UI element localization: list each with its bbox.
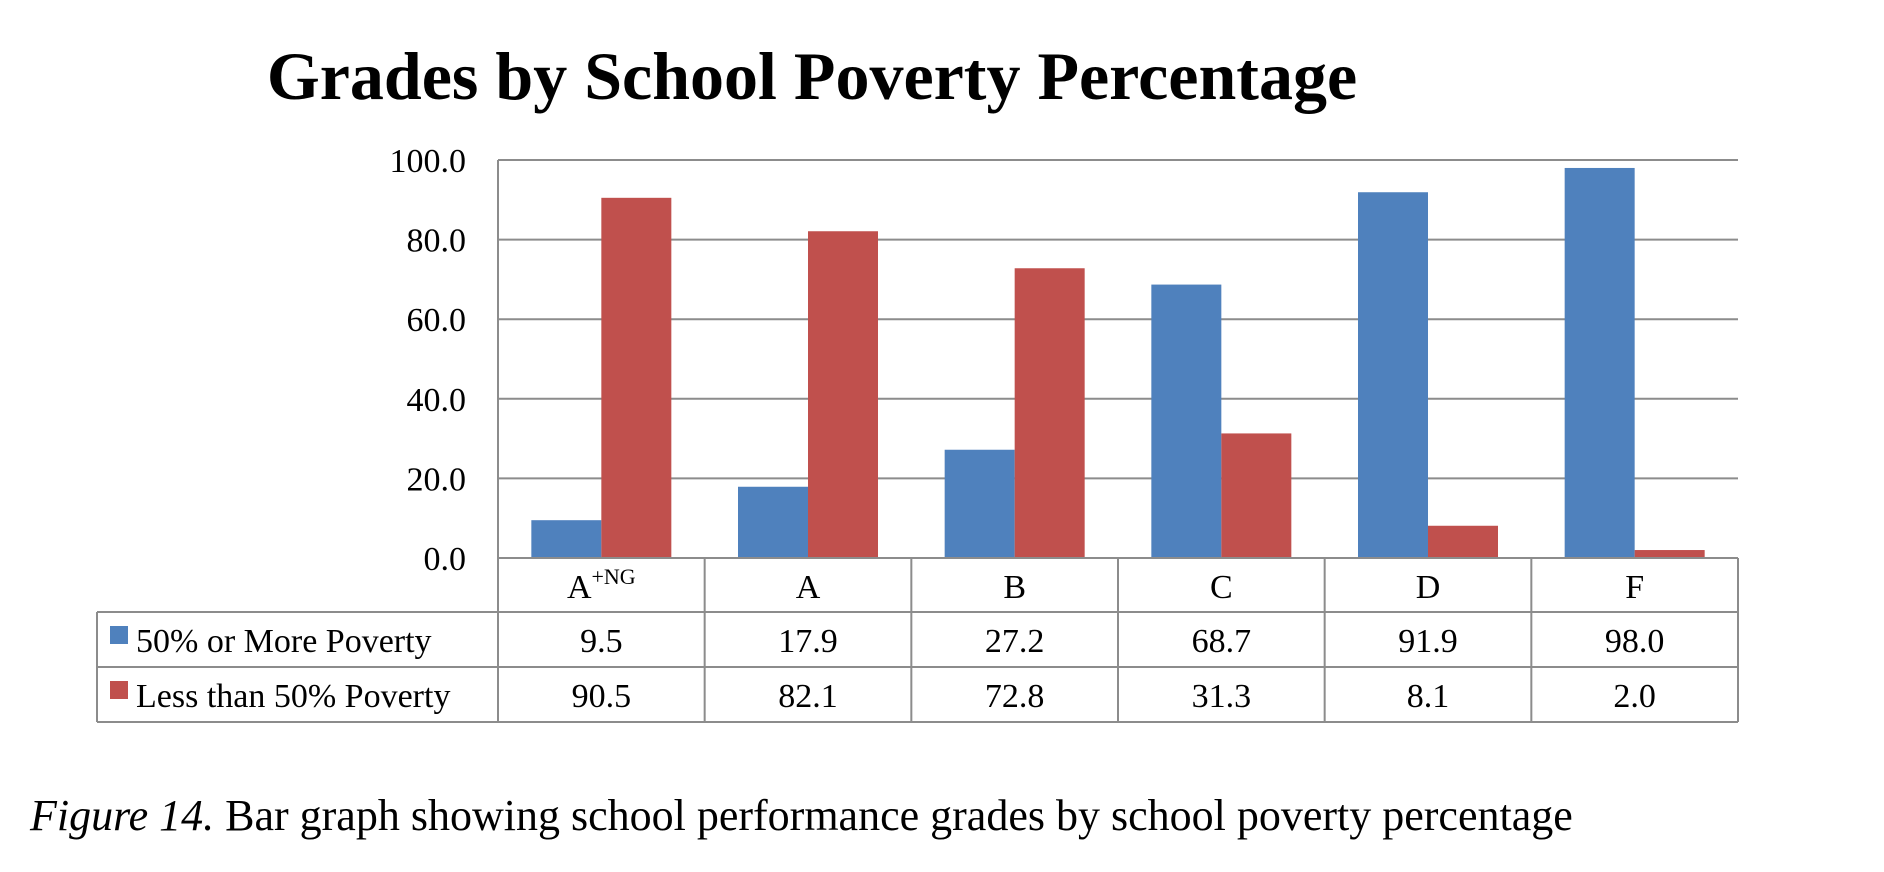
category-label: A [796,569,821,606]
data-label: 68.7 [1192,623,1252,660]
series-name: Less than 50% Poverty [136,678,450,715]
y-axis-tick-labels: 0.0 20.0 40.0 60.0 80.0 100.0 [390,143,467,578]
data-label: 98.0 [1605,623,1665,660]
figure-caption: Figure 14. Bar graph showing school perf… [30,790,1573,842]
data-label: 2.0 [1613,678,1656,715]
bars [531,167,1705,558]
category-superscript: +NG [592,564,636,589]
y-tick-label: 100.0 [390,143,467,180]
chart-title: Grades by School Poverty Percentage [266,38,1358,114]
data-table: A+NG A B C D F 50% or More Poverty 9.5 17.9 27.2 6… [96,557,1739,723]
bar-low-poverty [808,231,878,558]
bar-low-poverty [1221,433,1292,558]
figure-label: Figure 14. [30,791,215,840]
legend-swatch [110,626,128,644]
y-tick-label: 20.0 [407,461,467,498]
category-label: D [1416,569,1441,606]
data-label: 91.9 [1398,623,1458,660]
bar-high-poverty [738,486,808,558]
gridlines [497,159,1738,558]
y-tick-label: 0.0 [424,541,467,578]
bar-low-poverty [1014,268,1085,558]
data-label: 27.2 [985,623,1045,660]
data-label: 31.3 [1192,678,1252,715]
bar-high-poverty [1358,192,1428,558]
data-label: 17.9 [778,623,838,660]
data-label: 72.8 [985,678,1045,715]
y-tick-label: 80.0 [407,223,467,260]
category-label: A+NG [567,564,636,606]
bar-high-poverty [1564,167,1635,558]
category-label: C [1210,569,1233,606]
y-tick-label: 40.0 [407,382,467,419]
bar-low-poverty [601,197,672,558]
bar-low-poverty [1634,550,1705,558]
legend-swatch [110,681,128,699]
bar-low-poverty [1428,525,1498,558]
category-label: F [1625,569,1644,606]
category-label: B [1003,569,1026,606]
data-label: 90.5 [572,678,632,715]
data-label: 9.5 [580,623,623,660]
data-label: 8.1 [1407,678,1450,715]
bar-high-poverty [1151,284,1222,558]
y-tick-label: 60.0 [407,302,467,339]
bar-high-poverty [531,520,602,558]
caption-text: Bar graph showing school performance gra… [214,791,1573,840]
data-label: 82.1 [778,678,838,715]
series-name: 50% or More Poverty [136,623,432,660]
bar-high-poverty [944,449,1015,558]
